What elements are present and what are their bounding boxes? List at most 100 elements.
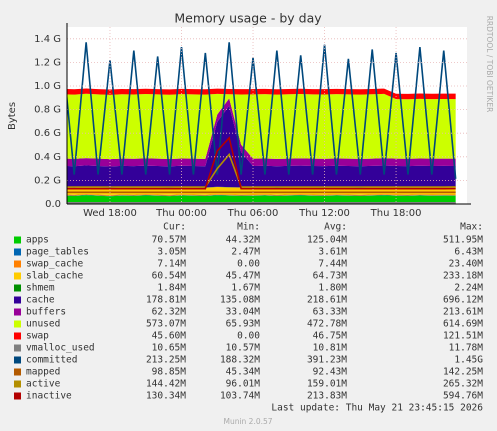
y-tick-label: 1.4 G	[34, 34, 61, 45]
legend-stat: 6.43M	[454, 247, 483, 258]
legend-label: swap_cache	[26, 259, 83, 270]
legend-stat: 135.08M	[220, 295, 260, 306]
line	[67, 136, 456, 190]
legend-stat: 696.12M	[443, 295, 483, 306]
legend-stat: 2.24M	[454, 283, 483, 294]
legend-swatch	[14, 392, 21, 400]
legend-stat: 23.40M	[449, 259, 484, 270]
area	[67, 193, 456, 196]
legend-swatch	[14, 308, 21, 316]
legend-stat: 233.18M	[443, 271, 483, 282]
legend-stat: 62.32M	[152, 307, 187, 318]
legend-stat: 11.78M	[449, 343, 484, 354]
legend-stat: 594.76M	[443, 391, 483, 402]
legend-stat: 46.75M	[313, 331, 348, 342]
chart-title: Memory usage - by day	[174, 11, 322, 26]
legend-label: buffers	[26, 307, 66, 318]
legend-stat: 44.32M	[226, 235, 261, 246]
y-tick-label: 1.2 G	[34, 57, 61, 68]
legend-stat: 125.04M	[307, 235, 347, 246]
legend-stat: 3.05M	[157, 247, 186, 258]
legend-stat: 10.57M	[226, 343, 261, 354]
legend-stat: 472.78M	[307, 319, 347, 330]
x-tick-label: Wed 18:00	[83, 208, 137, 219]
x-tick-label: Thu 18:00	[370, 208, 422, 219]
legend-stat: 63.33M	[313, 307, 348, 318]
legend-label: mapped	[26, 367, 60, 378]
legend-swatch	[14, 260, 21, 268]
legend-header: Cur:	[163, 222, 186, 233]
legend-stat: 7.14M	[157, 259, 186, 270]
footer: Last update: Thu May 21 23:45:15 2026	[271, 403, 483, 414]
legend-swatch	[14, 284, 21, 292]
legend-stat: 0.00	[237, 331, 260, 342]
legend-swatch	[14, 344, 21, 352]
legend-swatch	[14, 248, 21, 256]
legend-stat: 265.32M	[443, 379, 483, 390]
legend-swatch	[14, 368, 21, 376]
area	[67, 98, 456, 167]
legend-swatch	[14, 236, 21, 244]
version: Munin 2.0.57	[223, 417, 272, 426]
legend-stat: 45.34M	[226, 367, 261, 378]
legend-stat: 60.54M	[152, 271, 187, 282]
legend-stat: 218.61M	[307, 295, 347, 306]
legend-stat: 45.60M	[152, 331, 187, 342]
legend-stat: 103.74M	[220, 391, 260, 402]
legend-stat: 614.69M	[443, 319, 483, 330]
legend-stat: 70.57M	[152, 235, 187, 246]
legend-label: cache	[26, 295, 55, 306]
legend-swatch	[14, 332, 21, 340]
legend-label: active	[26, 379, 61, 390]
line	[67, 42, 457, 179]
legend-stat: 130.34M	[146, 391, 186, 402]
legend-label: vmalloc_used	[26, 343, 95, 354]
x-tick-label: Thu 00:00	[155, 208, 207, 219]
y-tick-label: 0.8 G	[34, 105, 61, 116]
legend-stat: 213.61M	[443, 307, 483, 318]
legend-header: Avg:	[324, 222, 347, 233]
legend-stat: 1.84M	[157, 283, 186, 294]
legend-label: swap	[26, 331, 49, 342]
legend-stat: 92.43M	[313, 367, 348, 378]
legend-label: unused	[26, 319, 60, 330]
legend-stat: 121.51M	[443, 331, 483, 342]
legend-swatch	[14, 380, 21, 388]
y-tick-label: 0.2 G	[34, 175, 61, 186]
legend-stat: 1.80M	[318, 283, 347, 294]
legend-label: inactive	[26, 391, 72, 402]
legend-swatch	[14, 296, 21, 304]
legend-stat: 178.81M	[146, 295, 186, 306]
legend-stat: 2.47M	[231, 247, 260, 258]
y-tick-label: 0.6 G	[34, 128, 61, 139]
legend-swatch	[14, 356, 21, 364]
area	[67, 195, 456, 204]
y-tick-label: 0.0	[45, 199, 61, 210]
legend-stat: 64.73M	[313, 271, 348, 282]
legend-label: committed	[26, 355, 77, 366]
legend-stat: 45.47M	[226, 271, 261, 282]
legend-stat: 3.61M	[318, 247, 347, 258]
legend-stat: 33.04M	[226, 307, 261, 318]
legend-stat: 159.01M	[307, 379, 347, 390]
legend-stat: 573.07M	[146, 319, 186, 330]
legend-stat: 213.83M	[307, 391, 347, 402]
area	[67, 194, 456, 197]
legend-label: page_tables	[26, 247, 89, 258]
legend-stat: 511.95M	[443, 235, 483, 246]
area	[67, 93, 456, 160]
y-axis-label: Bytes	[7, 102, 18, 130]
legend-stat: 96.01M	[226, 379, 261, 390]
legend-label: shmem	[26, 283, 55, 294]
legend-stat: 1.45G	[454, 355, 483, 366]
legend-stat: 98.85M	[152, 367, 187, 378]
area	[67, 88, 456, 100]
x-tick-label: Thu 06:00	[227, 208, 279, 219]
legend-stat: 1.67M	[231, 283, 260, 294]
legend-label: apps	[26, 235, 49, 246]
legend-stat: 391.23M	[307, 355, 347, 366]
legend-header: Min:	[237, 222, 260, 233]
legend-swatch	[14, 272, 21, 280]
